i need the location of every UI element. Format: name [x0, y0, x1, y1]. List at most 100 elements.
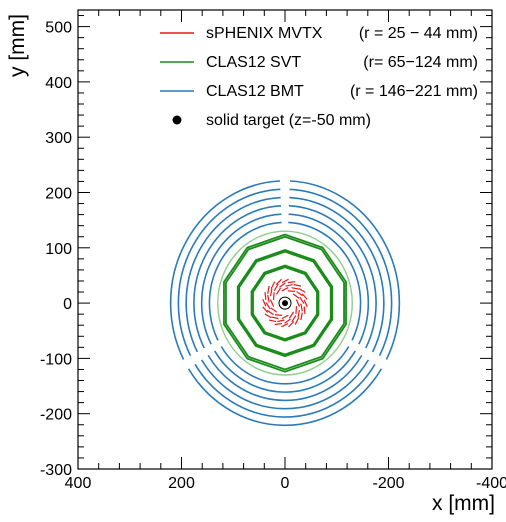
mvtx-stave-l2-10	[266, 309, 274, 316]
mvtx-stave-l2-8	[267, 294, 270, 303]
mvtx-stave-l1-11	[288, 311, 295, 319]
y-tick-label-3: -100	[40, 351, 72, 368]
svt-layer-5	[225, 235, 345, 371]
mvtx-stave-l2-14	[291, 315, 297, 323]
mvtx-stave-l2-15	[297, 310, 301, 318]
mvtx-stave-l3-12	[264, 313, 272, 319]
mvtx-stave-l3-19	[303, 306, 306, 315]
mvtx-stave-l1-6	[272, 292, 275, 301]
y-tick-label-4: 0	[63, 296, 72, 313]
bmt-arc-layer-2-sector-3	[288, 213, 370, 345]
bmt-arc-layer-6-sector-3	[289, 180, 401, 360]
svt-layer-4	[236, 249, 334, 358]
y-tick-label-9: 500	[45, 20, 72, 37]
bmt-arc-layer-4-sector-2	[200, 359, 370, 410]
mvtx-stave-l2-6	[273, 283, 279, 292]
mvtx-stave-l3-14	[274, 322, 282, 326]
svt-layer-6	[223, 233, 347, 373]
bmt-arc-layer-6-sector-2	[187, 368, 383, 427]
data-layer	[169, 180, 401, 427]
bmt-arc-layer-2-sector-1	[200, 213, 282, 345]
x-tick-label-4: -200	[372, 475, 404, 492]
mvtx-stave-l2-12	[277, 319, 285, 323]
mvtx-stave-l2-13	[284, 318, 291, 324]
mvtx-stave-l2-4	[285, 283, 293, 287]
legend-swatch-target	[172, 115, 182, 125]
svt-layer-1	[252, 266, 318, 340]
x-tick-label-5: -400	[476, 475, 506, 492]
y-axis-title: y [mm]	[6, 14, 29, 77]
mvtx-stave-l2-3	[291, 287, 299, 290]
y-tick-labels: -300 -200 -100 0 100 200 300 400 500	[40, 20, 72, 479]
mvtx-stave-l1-12	[295, 306, 298, 314]
svt-layer-3	[238, 250, 332, 356]
legend-label-bmt: CLAS12 BMT	[206, 83, 304, 100]
legend-label-svt: CLAS12 SVT	[206, 54, 301, 71]
mvtx-stave-l1-5	[275, 287, 282, 295]
mvtx-stave-l2-16	[300, 303, 303, 312]
legend-label-mvtx: sPHENIX MVTX	[206, 25, 323, 42]
mvtx-stave-l3-20	[303, 299, 308, 308]
bmt-arc-layer-3-sector-2	[207, 354, 363, 402]
legend-range-mvtx: (r = 25 − 44 mm)	[359, 25, 478, 42]
bmt-arc-layer-5-sector-1	[177, 188, 281, 357]
bmt-arc-layer-4-sector-1	[185, 196, 281, 353]
mvtx-stave-l2-2	[296, 291, 304, 297]
mvtx-stave-l3-13	[268, 319, 277, 323]
mvtx-stave-l3-8	[267, 285, 270, 294]
y-tick-label-2: -200	[40, 407, 72, 424]
bmt-arc-layer-5-sector-3	[289, 188, 393, 357]
y-tick-label-7: 300	[45, 130, 72, 147]
bmt-arc-layer-5-sector-2	[194, 363, 376, 418]
bmt-arc-layer-1-sector-1	[208, 221, 282, 341]
mvtx-stave-l3-11	[262, 306, 269, 313]
mvtx-stave-l2-7	[269, 288, 273, 297]
bmt-arc-layer-1-sector-3	[288, 221, 362, 341]
bmt-arc-layer-6-sector-1	[169, 180, 281, 360]
mvtx-stave-l3-9	[264, 292, 267, 300]
bmt-arc-layer-3-sector-3	[288, 205, 377, 349]
mvtx-stave-l3-15	[281, 323, 289, 328]
mvtx-stave-l3-16	[288, 321, 295, 328]
mvtx-stave-l3-3	[293, 284, 302, 287]
mvtx-stave-l1-9	[274, 314, 283, 316]
mvtx-stave-l3-5	[281, 278, 289, 284]
bmt-arc-layer-4-sector-3	[289, 196, 385, 353]
x-tick-label-1: 400	[65, 475, 92, 492]
legend: sPHENIX MVTX (r = 25 − 44 mm) CLAS12 SVT (r…	[160, 25, 478, 129]
mvtx-stave-l2-1	[299, 296, 305, 304]
x-tick-label-2: 200	[168, 475, 195, 492]
mvtx-stave-l2-5	[279, 282, 286, 288]
x-tick-labels: 400 200 0 -200 -400	[65, 475, 506, 492]
bmt-layers	[169, 180, 401, 427]
x-axis-title: x [mm]	[432, 492, 495, 515]
mvtx-stave-l3-10	[262, 299, 267, 307]
mvtx-stave-l3-2	[298, 287, 306, 293]
y-tick-label-1: -300	[40, 462, 72, 479]
bmt-arc-layer-1-sector-2	[220, 346, 350, 385]
mvtx-stave-l1-1	[295, 299, 301, 307]
legend-range-svt: (r= 65−124 mm)	[363, 54, 478, 71]
y-tick-label-6: 200	[45, 185, 72, 202]
mvtx-stave-l1-4	[281, 287, 289, 292]
mvtx-stave-l1-3	[287, 290, 296, 293]
x-tick-label-3: 0	[281, 475, 290, 492]
mvtx-layers	[262, 278, 308, 328]
legend-range-bmt: (r = 146−221 mm)	[350, 83, 478, 100]
svt-layers	[217, 230, 353, 376]
mvtx-stave-l1-2	[292, 293, 300, 299]
y-tick-label-8: 400	[45, 75, 72, 92]
mvtx-stave-l3-1	[301, 293, 308, 300]
svt-envelope	[217, 230, 353, 376]
mvtx-stave-l3-4	[288, 281, 296, 284]
mvtx-stave-l3-17	[294, 317, 300, 325]
mvtx-stave-l3-6	[275, 278, 282, 286]
bmt-arc-layer-3-sector-1	[193, 205, 282, 349]
mvtx-stave-l2-9	[265, 302, 271, 310]
mvtx-stave-l1-7	[269, 299, 275, 307]
mvtx-stave-l1-8	[270, 307, 278, 313]
mvtx-stave-l3-7	[270, 281, 276, 289]
mvtx-stave-l1-10	[281, 314, 289, 320]
legend-label-target: solid target (z=-50 mm)	[206, 112, 371, 129]
